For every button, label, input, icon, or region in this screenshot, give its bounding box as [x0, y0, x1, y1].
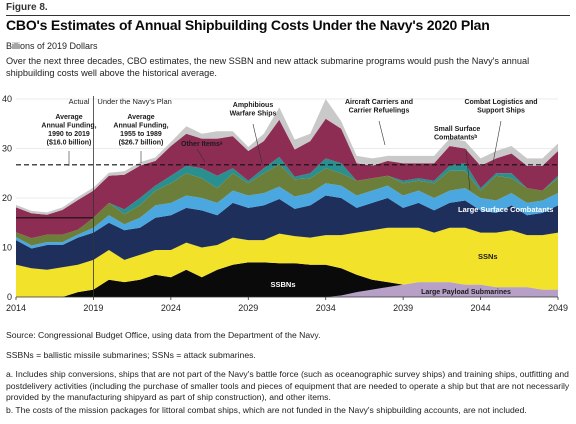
x-tick-label: 2044 — [471, 303, 491, 313]
figure-label: Figure 8. — [6, 2, 48, 13]
chart-description: Over the next three decades, CBO estimat… — [6, 56, 530, 78]
annotation-line: SSNs — [478, 252, 498, 261]
x-tick-label: 2019 — [83, 303, 103, 313]
annotation-line: Warfare Ships — [230, 111, 277, 118]
annotation-ssbns: SSBNs — [270, 280, 295, 289]
annotation-line: SSBNs — [270, 280, 295, 289]
annotation-line: Average — [127, 114, 154, 121]
annotation-line: ($16.0 billion) — [47, 140, 92, 147]
top-rule — [6, 15, 570, 16]
annotation-line: Annual Funding, — [113, 123, 168, 130]
series-area-7 — [16, 118, 558, 239]
y-tick-label: 10 — [2, 243, 12, 253]
annotation-line: Carrier Refuelings — [349, 108, 410, 115]
series-area-0 — [16, 282, 558, 297]
annotation-line: 1990 to 2019 — [48, 131, 90, 138]
annotation-small: Small Surface Combatantsᵇ — [434, 126, 480, 142]
y-tick-label: 30 — [2, 144, 12, 154]
annotation-avg_hist: Average Annual Funding, 1955 to 1989 ($26.7… — [113, 114, 168, 147]
x-tick-label: 2029 — [238, 303, 258, 313]
x-tick-label: 2034 — [316, 303, 336, 313]
annotation-line: Combat Logistics and — [464, 99, 537, 106]
annotation-line: ($26.7 billion) — [119, 140, 164, 147]
annotation-line: Large Surface Combatants — [458, 205, 553, 214]
series-area-5 — [16, 164, 558, 246]
chart-subtitle: Billions of 2019 Dollars — [6, 41, 98, 51]
annotation-line: Large Payload Submarines — [421, 289, 511, 296]
footnote-a: a. Includes ship conversions, ships that… — [6, 369, 570, 403]
annotation-leader — [252, 123, 263, 164]
annotation-line: Combatantsᵇ — [434, 135, 477, 142]
annotation-line: Small Surface — [434, 126, 480, 133]
annotation-line: Aircraft Carriers and — [345, 99, 413, 106]
x-tick-label: 2049 — [548, 303, 568, 313]
annotation-leader — [465, 148, 471, 191]
x-tick-label: 2014 — [6, 303, 26, 313]
annotation-ssns: SSNs — [478, 252, 498, 261]
annotation-line: Other Itemsᵃ — [181, 141, 223, 148]
footnote-b: b. The costs of the mission packages for… — [6, 405, 527, 415]
annotation-line: Amphibious — [233, 102, 274, 109]
abbreviations-note: SSBNs = ballistic missile submarines; SS… — [6, 350, 256, 360]
y-tick-label: 40 — [2, 94, 12, 104]
annotation-line: Average — [55, 114, 82, 121]
period-right-label: Under the Navy's Plan — [97, 97, 171, 106]
chart-title: CBO's Estimates of Annual Shipbuilding C… — [6, 17, 490, 33]
x-tick-label: 2039 — [393, 303, 413, 313]
annotation-leader — [196, 148, 206, 163]
series-area-3 — [16, 195, 558, 270]
y-tick-label: 20 — [2, 193, 12, 203]
annotation-lps: Large Payload Submarines — [421, 289, 511, 296]
annotation-line: Support Ships — [477, 108, 525, 115]
series-area-4 — [16, 183, 558, 249]
annotation-line: 1955 to 1989 — [120, 131, 162, 138]
annotation-large: Large Surface Combatants — [458, 205, 553, 214]
annotation-logistics: Combat Logistics and Support Ships — [464, 99, 537, 115]
annotation-carriers: Aircraft Carriers and Carrier Refuelings — [345, 99, 413, 115]
series-area-8 — [16, 99, 558, 215]
annotation-leader — [492, 120, 502, 164]
x-tick-label: 2024 — [161, 303, 181, 313]
y-tick-label: 0 — [7, 292, 12, 302]
annotation-leader — [378, 120, 386, 146]
annotation-amphib: Amphibious Warfare Ships — [230, 102, 277, 118]
source-note: Source: Congressional Budget Office, usi… — [6, 330, 321, 340]
annotation-other: Other Itemsᵃ — [181, 141, 223, 148]
series-area-1 — [16, 262, 558, 297]
annotation-avg_recent: Average Annual Funding, 1990 to 2019 ($16.0… — [41, 114, 96, 147]
period-left-label: Actual — [69, 97, 90, 106]
series-area-2 — [16, 227, 558, 297]
annotation-line: Annual Funding, — [41, 123, 96, 130]
stacked-area-chart: 0 10 20 30 40 2014 2019 2024 2029 2034 2039 2044 204… — [2, 94, 568, 313]
